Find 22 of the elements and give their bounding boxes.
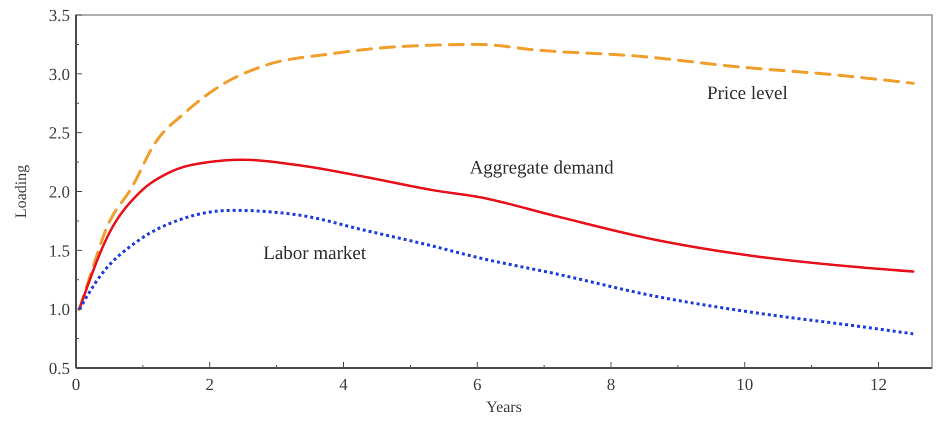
text: 1.0 <box>48 300 70 320</box>
line-series <box>78 208 915 336</box>
x-tick-label: 10 <box>736 375 754 394</box>
series-label: Aggregate demand <box>470 157 614 178</box>
text: 2.0 <box>48 182 70 202</box>
x-tick-label: 4 <box>339 375 348 394</box>
y-tick-label: 3.5 <box>48 6 70 25</box>
x-tick-label: 6 <box>473 375 482 394</box>
y-tick-label: 1.5 <box>48 241 70 260</box>
x-axis-title: Years <box>486 399 522 416</box>
text: 3.0 <box>48 64 70 84</box>
series-label: Price level <box>707 82 788 104</box>
series-label: Labor market <box>263 243 367 264</box>
y-tick-label: 2.5 <box>48 124 70 143</box>
line-series <box>78 158 915 310</box>
line-series <box>78 42 915 311</box>
y-axis-title: Loading <box>13 164 30 218</box>
x-tick-label: 0 <box>72 375 80 394</box>
x-tick-label: 2 <box>206 375 214 394</box>
x-tick-label: 12 <box>870 375 887 394</box>
y-tick-label: 0.5 <box>48 358 70 378</box>
x-tick-label: 8 <box>606 375 616 394</box>
